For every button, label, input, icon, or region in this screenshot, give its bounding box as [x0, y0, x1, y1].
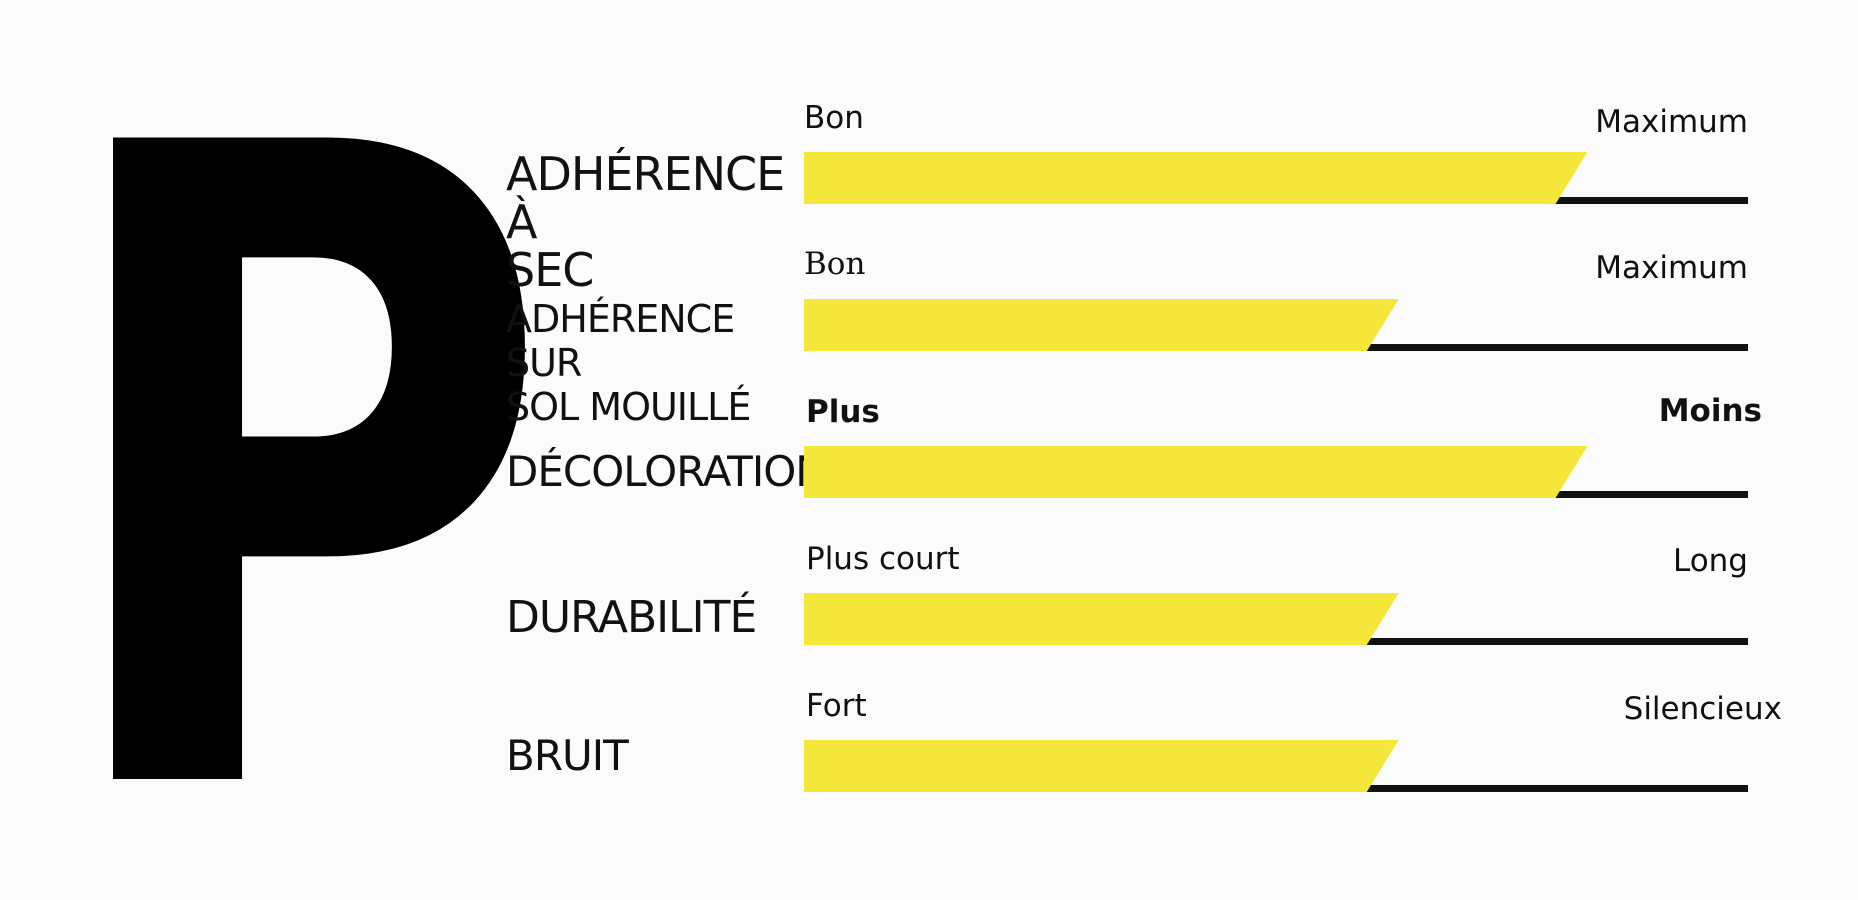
category-label: ADHÉRENCE SUR SOL MOUILLÉ: [506, 297, 751, 429]
scale-low-label: Bon: [804, 246, 866, 282]
scale-high-label: Maximum: [1595, 104, 1748, 140]
category-label: DURABILITÉ: [506, 592, 757, 643]
scale-low-label: Fort: [806, 688, 867, 724]
rating-bar: [804, 446, 1588, 498]
scale-baseline: [1366, 785, 1748, 792]
scale-baseline: [1366, 344, 1748, 351]
category-label: DÉCOLORATION: [506, 447, 827, 496]
scale-low-label: Bon: [804, 100, 864, 136]
scale-low-label: Plus court: [806, 541, 960, 577]
category-label: BRUIT: [506, 731, 629, 780]
scale-high-label: Long: [1672, 543, 1748, 579]
rating-bar: [804, 299, 1399, 351]
scale-baseline: [1366, 638, 1748, 645]
scale-high-label: Maximum: [1595, 250, 1748, 286]
rating-bar: [804, 740, 1399, 792]
scale-low-label: Plus: [806, 394, 880, 430]
scale-high-label: Moins: [1658, 393, 1762, 429]
scale-baseline: [1555, 491, 1748, 498]
scale-baseline: [1555, 197, 1748, 204]
category-label: ADHÉRENCE À SEC: [506, 147, 785, 297]
brand-letter: P: [50, 0, 554, 900]
rating-bar: [804, 152, 1588, 204]
scale-high-label: Silencieux: [1623, 691, 1782, 727]
rating-bar: [804, 593, 1399, 645]
